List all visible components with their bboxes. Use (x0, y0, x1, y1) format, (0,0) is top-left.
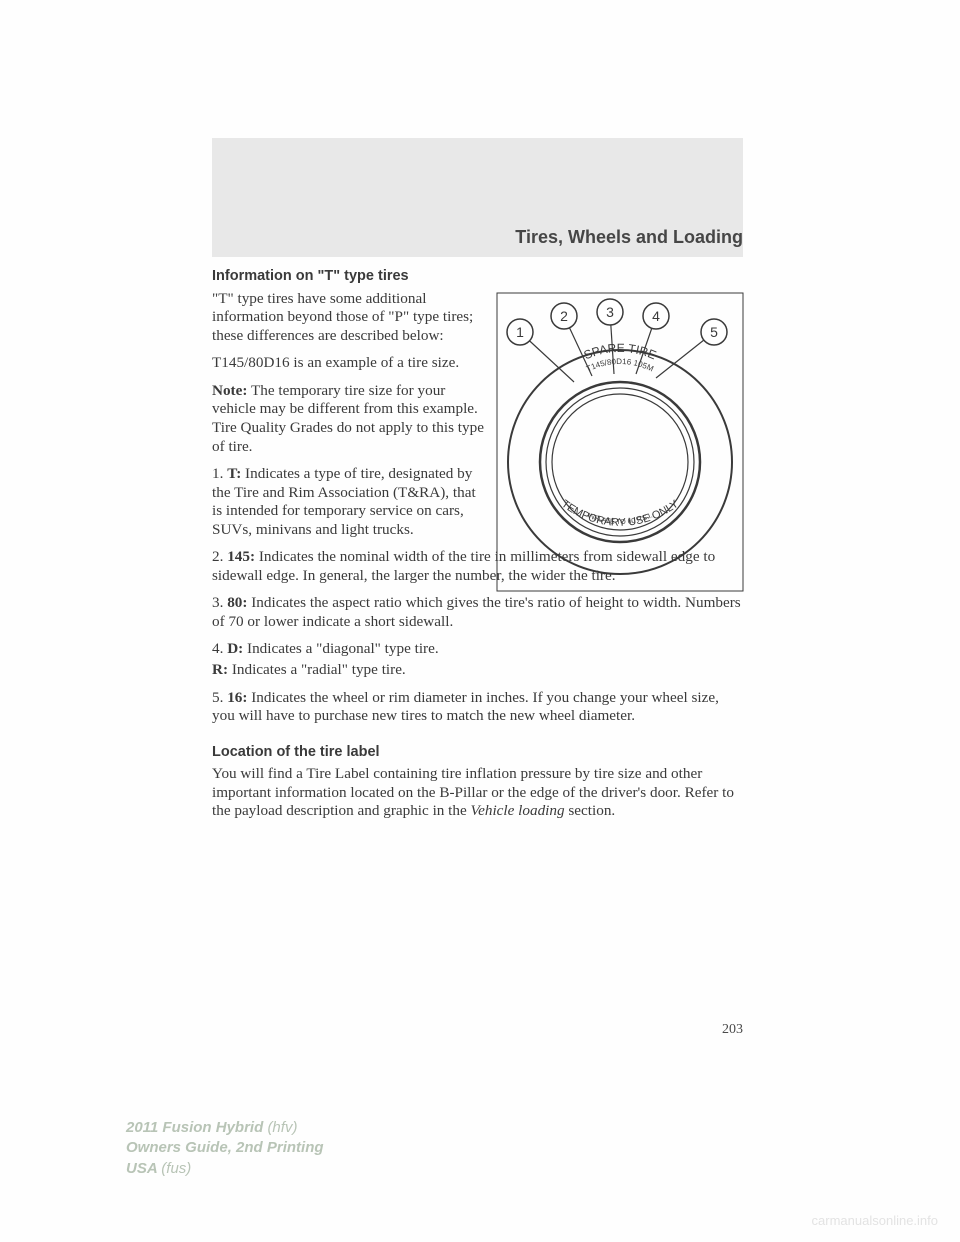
footer: 2011 Fusion Hybrid (hfv) Owners Guide, 2… (126, 1118, 324, 1179)
text-1: Indicates a type of tire, designated by … (212, 465, 476, 538)
note-text: The temporary tire size for your vehicle… (212, 382, 484, 455)
para-item-3: 3. 80: Indicates the aspect ratio which … (212, 594, 742, 631)
svg-text:T145/80D16 105M: T145/80D16 105M (585, 357, 655, 374)
callout-3: 3 (606, 304, 614, 320)
para-location: You will find a Tire Label containing ti… (212, 765, 742, 821)
num-1: 1. (212, 465, 227, 482)
bold-D: D: (227, 640, 243, 657)
callout-2: 2 (560, 308, 568, 324)
callout-4: 4 (652, 308, 660, 324)
bold-R: R: (212, 661, 228, 678)
loc-b: Vehicle loading (471, 802, 565, 819)
para-item-1: 1. T: Indicates a type of tire, designat… (212, 465, 484, 539)
heading-info-t-type: Information on "T" type tires (212, 268, 742, 286)
para-item-5: 5. 16: Indicates the wheel or rim diamet… (212, 689, 742, 726)
loc-c: section. (565, 802, 616, 819)
footer-line-2: Owners Guide, 2nd Printing (126, 1138, 324, 1158)
callout-1: 1 (516, 324, 524, 340)
bold-80: 80: (227, 594, 247, 611)
text-4: Indicates a "diagonal" type tire. (243, 640, 438, 657)
bold-145: 145: (227, 548, 255, 565)
footer-line-1: 2011 Fusion Hybrid (hfv) (126, 1118, 324, 1138)
text-5: Indicates the wheel or rim diameter in i… (212, 689, 719, 725)
tire-diagram: SPARE TIRE T145/80D16 105M TEMPORARY USE… (496, 292, 744, 592)
callout-5: 5 (710, 324, 718, 340)
num-5: 5. (212, 689, 227, 706)
note-label: Note: (212, 382, 247, 399)
section-title: Tires, Wheels and Loading (515, 227, 743, 248)
para-intro: "T" type tires have some additional info… (212, 290, 484, 346)
page-number: 203 (722, 1022, 743, 1038)
para-note: Note: The temporary tire size for your v… (212, 382, 484, 456)
para-item-R: R: Indicates a "radial" type tire. (212, 661, 742, 680)
num-4: 4. (212, 640, 227, 657)
text-3: Indicates the aspect ratio which gives t… (212, 594, 741, 630)
tire-text-size: T145/80D16 105M (585, 357, 655, 374)
watermark: carmanualsonline.info (812, 1213, 938, 1228)
bold-T: T: (227, 465, 241, 482)
text-R: Indicates a "radial" type tire. (228, 661, 406, 678)
num-2: 2. (212, 548, 227, 565)
para-item-4: 4. D: Indicates a "diagonal" type tire. (212, 640, 742, 659)
num-3: 3. (212, 594, 227, 611)
footer-line-3: USA (fus) (126, 1159, 324, 1179)
para-example: T145/80D16 is an example of a tire size. (212, 354, 484, 373)
bold-16: 16: (227, 689, 247, 706)
heading-location: Location of the tire label (212, 744, 742, 762)
